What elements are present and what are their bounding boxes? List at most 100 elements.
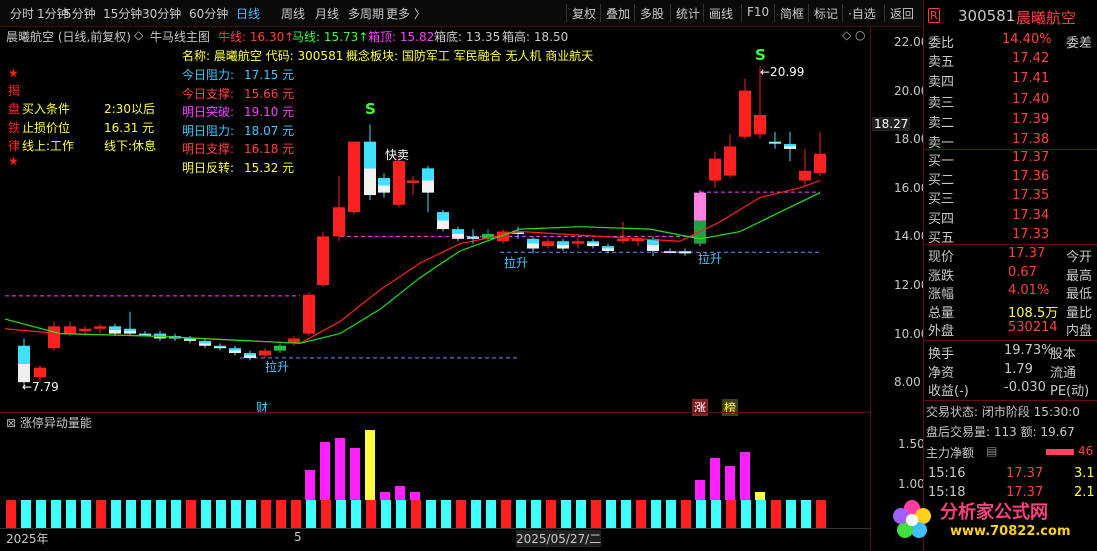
volume-bar-14 [216,500,226,528]
candle-body-6 [109,326,121,334]
candle-body-46 [709,158,721,181]
tool-button-6[interactable]: 简框 [780,7,805,21]
finance-marker[interactable]: 财 [256,401,269,415]
tool-button-7[interactable]: 标记 [814,7,839,21]
candle-body-49 [754,114,766,135]
rank-marker[interactable]: 榜 [722,399,739,416]
stat2-label: 净资 [928,365,955,381]
candle-body-26 [407,180,419,183]
tool-button-8[interactable]: ·自选 [848,7,876,21]
candle-body-42 [647,238,659,251]
period-tab-1[interactable]: 1分钟 [37,7,69,21]
indicator-name[interactable]: 牛马线主图 [150,30,211,44]
volume-bar-16 [246,500,256,528]
sell-level-price[interactable]: 17.41 [1012,71,1050,87]
sell-level-label: 卖二 [928,115,955,131]
volume-bar-33 [501,500,511,528]
volume-tick: 1.50 [898,437,925,451]
candle-body-34 [527,238,539,249]
tool-button-5[interactable]: F10 [747,5,770,19]
watermark-url: www.70822.com [950,524,1071,539]
tick-vol: 2.1 [1074,485,1095,500]
volume-bar-0 [6,500,16,528]
sell-level-label: 卖四 [928,75,955,91]
period-tab-0[interactable]: 分时 [10,7,35,21]
candle-body-18 [288,338,300,344]
level-value-3: 18.07 元 [244,123,295,138]
level-value-0: 17.15 元 [244,68,295,82]
stat-label-right: 最低 [1066,287,1093,303]
tool-button-1[interactable]: 叠加 [606,7,631,21]
price-tick: 20.00 [894,83,929,98]
candle-body-20 [317,236,329,285]
buy-level-label: 买一 [928,154,955,169]
stat2-value: 19.73% [1004,343,1054,358]
candle-body-51 [784,144,796,149]
watermark-logo: 分析家公式网 www.70822.com [888,492,1088,548]
volume-energy-chart[interactable] [0,430,870,528]
dropdown-icon[interactable]: ◇ [134,28,144,42]
divider [924,149,1097,150]
panel-divider [0,412,870,413]
period-tab-10[interactable]: 更多 〉 [386,7,426,21]
stat-label: 外盘 [928,324,955,340]
ma-line-label: 马线: 15.73↑ [292,30,369,44]
volume-bar-45 [681,500,691,528]
sell-level-price[interactable]: 17.40 [1012,91,1050,107]
volume-bar-29 [441,500,451,528]
candle-body-33 [512,231,524,234]
buy-level-label: 买三 [928,192,955,208]
candle-body-3 [64,326,76,334]
period-tab-5[interactable]: 60分钟 [189,7,229,21]
period-tab-7[interactable]: 周线 [281,7,306,21]
volume-bar-8 [126,500,136,528]
period-tab-3[interactable]: 15分钟 [103,7,143,21]
expand-icon[interactable]: ▤ [986,444,998,458]
tool-button-9[interactable]: 返回 [890,7,915,21]
candle-body-22 [348,141,360,213]
volume-bar-9 [141,500,151,528]
period-tab-9[interactable]: 多周期 [348,7,385,21]
candle-body-16 [259,350,271,356]
limit-up-marker[interactable]: 涨 [692,399,709,416]
buy-level-price[interactable]: 17.33 [1012,226,1050,242]
sell-level-price[interactable]: 17.42 [1012,51,1050,66]
energy-bar-7 [410,492,420,500]
high-price-marker: ←20.99 [760,65,805,79]
buy-level-price[interactable]: 17.35 [1012,188,1050,204]
candle-body-5 [94,326,106,329]
sell-level-price[interactable]: 17.39 [1012,111,1050,127]
stat-label-right: 最高 [1066,268,1093,284]
buy-level-price[interactable]: 17.34 [1012,207,1050,223]
volume-bar-2 [36,500,46,528]
candle-body-15 [244,353,256,358]
candle-body-8 [139,333,151,336]
volume-bar-34 [516,500,526,528]
tool-button-2[interactable]: 多股 [640,7,665,21]
volume-bar-48 [726,500,736,528]
period-tab-6[interactable]: 日线 [236,7,261,21]
sell-level-price[interactable]: 17.38 [1012,132,1050,148]
volume-bar-38 [576,500,586,528]
buy-level-price[interactable]: 17.36 [1012,169,1050,185]
period-tab-8[interactable]: 月线 [315,7,340,21]
period-tab-2[interactable]: 5分钟 [64,7,96,21]
candle-body-13 [214,345,226,349]
candle-body-32 [497,231,509,242]
stat-value: 530214 [1008,320,1058,336]
candle-body-17 [274,345,286,351]
settings-diamond-icon[interactable]: ◇ ○ [842,28,866,42]
quote-panel: R 300581 晨曦航空 委比 14.40% 委差 卖五 17.42 卖四 17.4… [923,0,1097,551]
tool-button-3[interactable]: 统计 [676,7,701,21]
volume-bar-21 [321,500,331,528]
candle-body-19 [303,294,315,334]
period-tab-4[interactable]: 30分钟 [142,7,182,21]
tool-button-4[interactable]: 画线 [709,7,734,21]
candlestick-chart[interactable] [0,45,870,410]
level-value-1: 15.66 元 [244,86,295,101]
watermark-text: 分析家公式网 [940,502,1048,523]
volume-bar-54 [816,500,826,528]
tool-button-0[interactable]: 复权 [572,7,597,21]
buy-level-price[interactable]: 17.37 [1012,150,1050,165]
tick-vol: 3.1 [1074,466,1095,481]
